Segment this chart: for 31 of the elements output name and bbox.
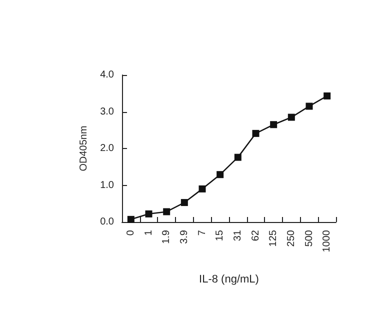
y-tick-label: 4.0 [100,70,114,80]
x-tick-label: 62 [250,230,262,242]
point [127,216,134,223]
x-tick-label: 0 [125,230,136,236]
point [270,121,278,128]
y-tick-label: 3.0 [100,106,114,118]
x-tick-label: 250 [286,230,297,247]
point [145,210,152,218]
x-tick-label: 1.9 [161,230,172,244]
point [216,171,224,178]
point [234,154,242,161]
x-tick-label: 31 [232,230,244,242]
point [306,102,313,110]
x-tick-label: 3.9 [178,230,190,244]
x-tick-label: 500 [304,230,315,247]
x-tick-label: 1 [143,230,154,236]
point [163,208,170,216]
x-tick-label: 125 [268,230,280,247]
y-axis-title: OD405nm [78,126,90,172]
x-tick-label: 7 [196,230,208,236]
point [252,130,260,137]
point [324,92,331,100]
x-tick-label: 15 [214,230,226,242]
point [180,199,188,206]
x-axis-title: IL-8 (ng/mL) [199,274,259,286]
y-tick-label: 0.0 [100,216,114,228]
x-tick-label: 1000 [322,230,333,252]
y-tick-label: 2.0 [100,143,114,154]
point [288,114,295,121]
y-tick-label: 1.0 [100,180,114,191]
point [198,185,206,192]
